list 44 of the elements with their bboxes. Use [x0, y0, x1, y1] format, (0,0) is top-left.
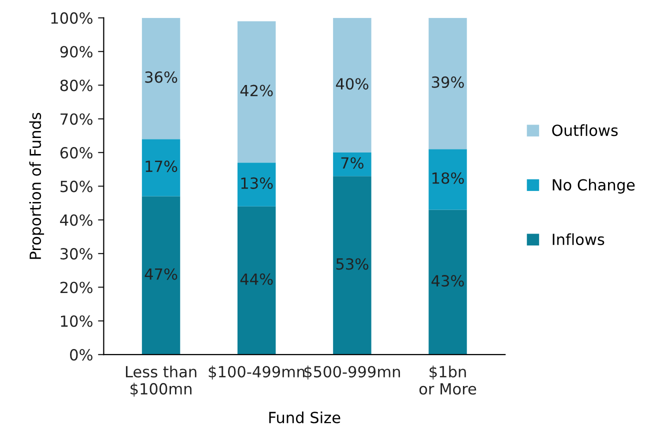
bar [237, 162, 276, 206]
y-tick-label: 40% [60, 214, 92, 226]
y-axis-title: Proportion of Funds [29, 112, 44, 259]
y-tick-label: 10% [61, 315, 92, 327]
bar [142, 18, 180, 140]
data-label: 42% [240, 84, 273, 96]
y-tick-label: 60% [60, 146, 92, 159]
data-label: 7% [341, 157, 364, 169]
legend-label: No Change [552, 178, 635, 194]
legend-label: Outflows [552, 124, 618, 136]
data-label: 47% [144, 268, 178, 280]
bar [237, 206, 276, 355]
y-tick-label: 30% [60, 248, 92, 260]
y-tick-label: 70% [60, 113, 92, 125]
data-label: 17% [146, 160, 178, 172]
y-tick-label: 0% [70, 349, 92, 361]
data-label: 40% [336, 78, 368, 90]
bar [428, 149, 467, 210]
data-label: 36% [145, 71, 178, 83]
x-tick-label: $500-999mn [304, 366, 400, 380]
bar [333, 18, 372, 153]
y-tick-label: 80% [60, 80, 92, 92]
data-label: 18% [432, 172, 464, 184]
bar [333, 152, 372, 176]
x-axis-title: Fund Size [269, 411, 340, 424]
bar [428, 210, 467, 355]
data-label: 53% [336, 258, 368, 270]
x-tick-label: Less than $100mn [126, 366, 196, 397]
bar [428, 18, 467, 150]
y-tick-label: 90% [60, 46, 92, 58]
bar [142, 196, 180, 355]
data-label: 44% [240, 273, 273, 285]
data-label: 43% [432, 275, 464, 287]
bar [237, 21, 276, 163]
data-label: 13% [241, 177, 273, 189]
bar [333, 176, 372, 355]
bar [142, 139, 180, 196]
y-tick-label: 20% [60, 282, 92, 294]
y-tick-label: 100% [51, 12, 92, 24]
x-tick-label: $1bn or More [419, 366, 476, 395]
legend-label: Inflows [552, 233, 604, 246]
y-tick-label: 50% [60, 180, 92, 192]
data-label: 39% [432, 76, 464, 88]
x-tick-label: $100-499mn [208, 366, 304, 380]
